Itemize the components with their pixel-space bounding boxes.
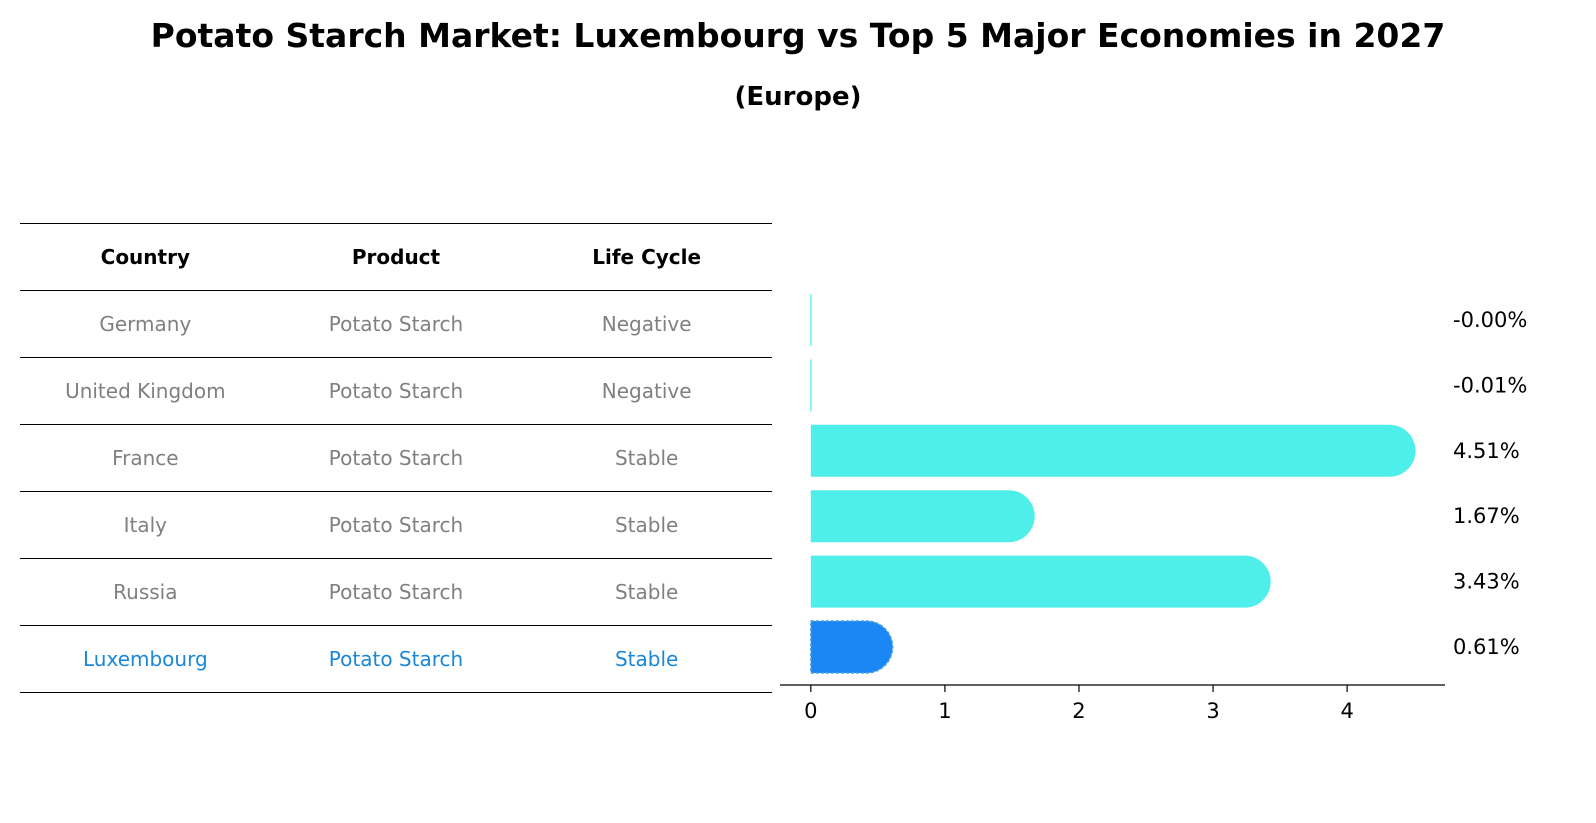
cell-country: Germany	[20, 290, 271, 358]
table-header-row: Country Product Life Cycle	[20, 223, 772, 291]
cell-life-cycle: Stable	[521, 558, 772, 626]
table-row: Russia Potato Starch Stable	[20, 558, 772, 626]
chart-subtitle: (Europe)	[734, 82, 862, 112]
table-row: Italy Potato Starch Stable	[20, 491, 772, 559]
life-cycle-table: Country Product Life Cycle Germany Potat…	[20, 223, 772, 693]
cell-product: Potato Starch	[270, 491, 522, 559]
cell-product: Potato Starch	[270, 357, 522, 425]
header-life-cycle: Life Cycle	[521, 223, 772, 291]
cell-life-cycle: Stable	[521, 625, 772, 693]
header-country: Country	[20, 223, 271, 291]
data-label: 0.61%	[1453, 635, 1520, 659]
cell-country: Russia	[20, 558, 271, 626]
table-row: Germany Potato Starch Negative	[20, 290, 772, 358]
cell-life-cycle: Stable	[521, 491, 772, 559]
x-tick-label: 2	[1072, 699, 1085, 723]
cell-product: Potato Starch	[270, 290, 522, 358]
chart-title: Potato Starch Market: Luxembourg vs Top …	[150, 16, 1446, 55]
data-label: 1.67%	[1453, 504, 1520, 528]
header-product: Product	[270, 223, 522, 291]
cell-product: Potato Starch	[270, 424, 522, 492]
x-tick-label: 1	[938, 699, 951, 723]
cell-product: Potato Starch	[270, 625, 522, 693]
cell-country: United Kingdom	[20, 357, 271, 425]
data-label: 3.43%	[1453, 570, 1520, 594]
cell-country: France	[20, 424, 271, 492]
bar-luxembourg	[810, 620, 894, 674]
cell-life-cycle: Negative	[521, 290, 772, 358]
table-row: France Potato Starch Stable	[20, 424, 772, 492]
cell-life-cycle: Stable	[521, 424, 772, 492]
cell-product: Potato Starch	[270, 558, 522, 626]
table-row-highlight: Luxembourg Potato Starch Stable	[20, 625, 772, 693]
bar-italy	[810, 490, 1035, 543]
x-tick-label: 3	[1206, 699, 1219, 723]
cell-country: Italy	[20, 491, 271, 559]
bar-russia	[810, 555, 1271, 608]
bar-france	[810, 424, 1416, 477]
cell-country: Luxembourg	[20, 625, 271, 693]
x-tick-label: 4	[1340, 699, 1353, 723]
bar-chart: -0.00% -0.01% 4.51% 1.67% 3.43% 0.61% 0 1 2 3 4	[780, 294, 1527, 723]
cell-life-cycle: Negative	[521, 357, 772, 425]
table-row: United Kingdom Potato Starch Negative	[20, 357, 772, 425]
data-label: -0.00%	[1453, 308, 1527, 332]
x-tick-label: 0	[804, 699, 817, 723]
data-label: 4.51%	[1453, 439, 1520, 463]
data-label: -0.01%	[1453, 373, 1527, 397]
